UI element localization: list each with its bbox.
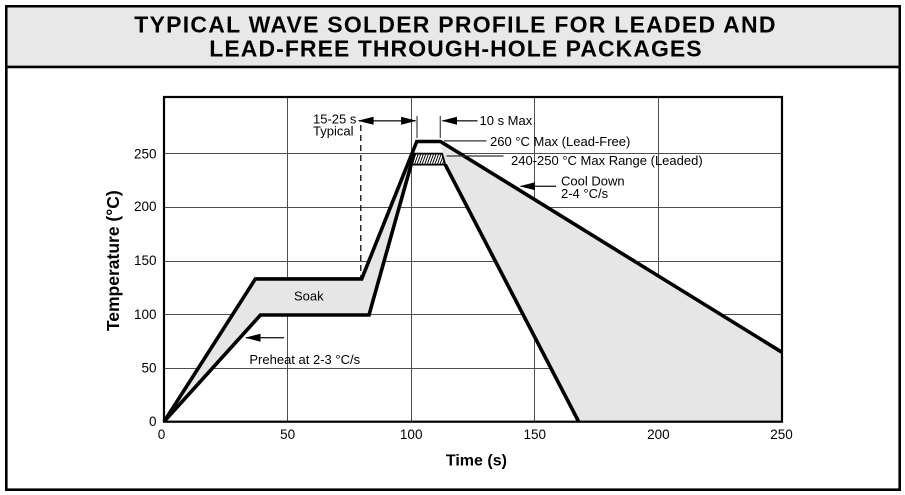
svg-text:LEAD-FREE THROUGH-HOLE PACKAGE: LEAD-FREE THROUGH-HOLE PACKAGES: [209, 36, 702, 62]
svg-text:10 s Max: 10 s Max: [480, 113, 533, 128]
svg-text:Cool Down: Cool Down: [561, 173, 625, 188]
svg-text:Time (s): Time (s): [446, 453, 507, 470]
svg-text:100: 100: [134, 307, 157, 322]
svg-text:Soak: Soak: [294, 289, 324, 304]
svg-text:150: 150: [524, 427, 547, 442]
svg-text:Typical: Typical: [313, 123, 354, 138]
svg-text:0: 0: [158, 427, 166, 442]
svg-text:200: 200: [134, 199, 157, 214]
svg-text:250: 250: [134, 147, 157, 162]
svg-text:100: 100: [400, 427, 423, 442]
svg-text:2-4 °C/s: 2-4 °C/s: [561, 186, 609, 201]
svg-text:260 °C Max (Lead-Free): 260 °C Max (Lead-Free): [490, 134, 630, 149]
svg-text:240-250 °C Max Range (Leaded): 240-250 °C Max Range (Leaded): [511, 153, 703, 168]
svg-text:200: 200: [647, 427, 670, 442]
svg-text:TYPICAL WAVE SOLDER PROFILE FO: TYPICAL WAVE SOLDER PROFILE FOR LEADED A…: [134, 11, 776, 37]
svg-text:250: 250: [770, 427, 793, 442]
svg-text:150: 150: [134, 253, 157, 268]
svg-text:15-25 s: 15-25 s: [313, 112, 357, 127]
svg-text:50: 50: [141, 360, 156, 375]
svg-text:50: 50: [280, 427, 295, 442]
svg-text:Temperature (°C): Temperature (°C): [103, 190, 123, 331]
svg-text:0: 0: [149, 414, 157, 429]
svg-text:Preheat at 2-3 °C/s: Preheat at 2-3 °C/s: [249, 352, 360, 367]
